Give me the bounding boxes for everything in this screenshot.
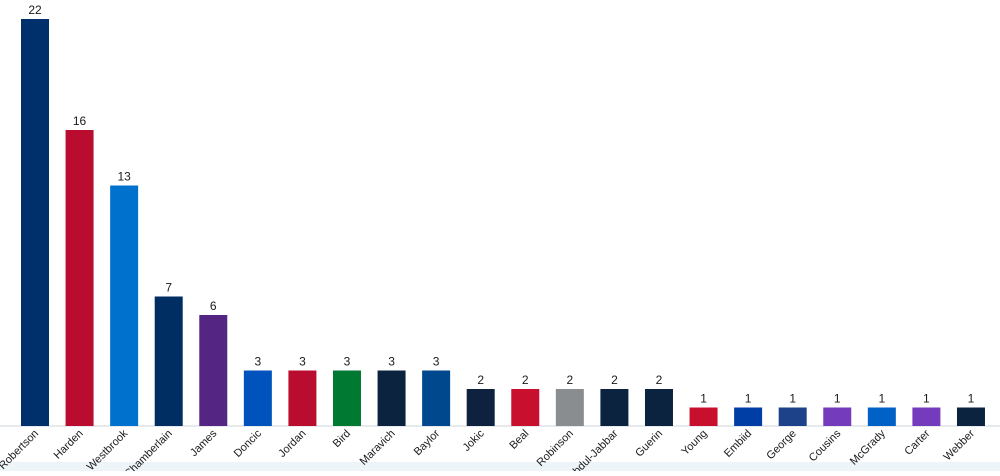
bar bbox=[65, 130, 94, 426]
bar bbox=[912, 407, 941, 426]
bar bbox=[555, 389, 584, 426]
value-label: 2 bbox=[522, 373, 529, 387]
x-tick-label: James bbox=[188, 427, 220, 459]
value-label: 3 bbox=[433, 355, 440, 369]
bar bbox=[689, 407, 718, 426]
value-label: 3 bbox=[255, 355, 262, 369]
bar bbox=[377, 370, 406, 426]
x-tick-label: Baylor bbox=[412, 427, 443, 458]
x-tick-label: George bbox=[764, 428, 798, 462]
x-tick-label: Carter bbox=[902, 427, 932, 457]
bar bbox=[778, 407, 807, 426]
x-tick-label: Bird bbox=[331, 428, 353, 450]
bar bbox=[600, 389, 629, 426]
value-label: 16 bbox=[73, 114, 87, 128]
value-label: 1 bbox=[700, 392, 707, 406]
bar bbox=[511, 389, 540, 426]
value-label: 13 bbox=[117, 170, 131, 184]
value-label: 2 bbox=[566, 373, 573, 387]
value-label: 2 bbox=[611, 373, 618, 387]
bar bbox=[466, 389, 495, 426]
value-label: 2 bbox=[477, 373, 484, 387]
bar bbox=[956, 407, 985, 426]
bar bbox=[867, 407, 896, 426]
bar bbox=[734, 407, 763, 426]
x-tick-label: Harden bbox=[52, 428, 86, 462]
value-label: 1 bbox=[923, 392, 930, 406]
x-tick-label: Embiid bbox=[722, 428, 754, 460]
bar bbox=[110, 185, 139, 426]
bar bbox=[422, 370, 451, 426]
footer-strip bbox=[0, 462, 1000, 471]
value-label: 3 bbox=[344, 355, 351, 369]
bar bbox=[154, 296, 183, 426]
x-tick-label: McGrady bbox=[848, 427, 888, 467]
bar bbox=[199, 315, 228, 426]
bar bbox=[288, 370, 317, 426]
x-tick-label: Jokic bbox=[461, 427, 488, 454]
bar bbox=[21, 19, 49, 426]
value-label: 3 bbox=[388, 355, 395, 369]
bar bbox=[243, 370, 272, 426]
x-tick-label: Maravich bbox=[358, 428, 398, 468]
value-label: 1 bbox=[789, 392, 796, 406]
value-label: 2 bbox=[656, 373, 663, 387]
x-tick-label: Doncic bbox=[232, 427, 265, 460]
value-label: 3 bbox=[299, 355, 306, 369]
x-tick-label: Guerin bbox=[633, 428, 665, 460]
x-tick-label: Young bbox=[679, 428, 709, 458]
value-label: 22 bbox=[28, 3, 42, 17]
bar bbox=[823, 407, 852, 426]
value-label: 1 bbox=[878, 392, 885, 406]
value-label: 6 bbox=[210, 299, 217, 313]
bar bbox=[644, 389, 673, 426]
value-label: 1 bbox=[834, 392, 841, 406]
value-label: 1 bbox=[968, 392, 975, 406]
value-label: 7 bbox=[165, 281, 172, 295]
x-tick-label: Cousins bbox=[807, 427, 844, 464]
x-tick-label: Webber bbox=[942, 427, 978, 463]
x-tick-label: Jordan bbox=[276, 428, 308, 460]
x-tick-label: Beal bbox=[507, 428, 531, 452]
bar bbox=[332, 370, 361, 426]
value-label: 1 bbox=[745, 392, 752, 406]
